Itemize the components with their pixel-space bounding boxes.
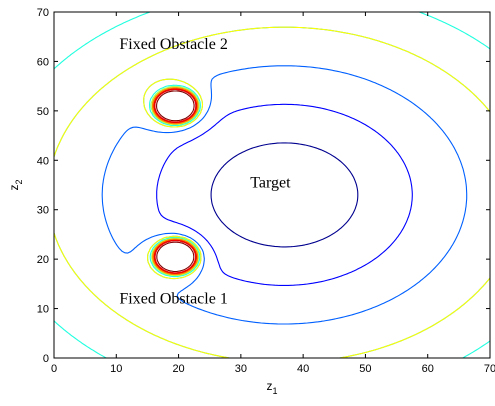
contour-level-1 (210, 142, 359, 248)
contour-level-2 (156, 103, 413, 286)
contour-obstacle-rim-4 (156, 90, 195, 273)
x-axis-label: z1 (266, 379, 277, 396)
y-tick-label: 20 (37, 254, 49, 266)
contour-obstacle-rim-2 (152, 87, 199, 276)
label-obstacle-2: Fixed Obstacle 2 (119, 36, 227, 53)
label-target: Target (250, 174, 291, 191)
plot-frame (53, 11, 491, 359)
y-tick-label: 70 (37, 7, 49, 19)
contour-level-6 (54, 12, 200, 277)
y-tick-label: 40 (37, 155, 49, 167)
x-tick-label: 30 (235, 363, 247, 375)
contour-obstacle-rim-1 (54, 26, 490, 358)
axis-ticks: 0 10 20 30 40 50 60 70 0 10 20 30 40 50 60 70 (37, 7, 495, 375)
y-tick-label: 0 (43, 353, 49, 365)
y-tick-label: 60 (37, 56, 49, 68)
y-tick-label: 30 (37, 205, 49, 217)
contour-level-5 (54, 12, 490, 358)
contour-level-3 (101, 65, 468, 325)
x-tick-label: 0 (51, 363, 57, 375)
x-tick-label: 70 (484, 363, 495, 375)
contour-obstacle-rim-3 (154, 88, 197, 274)
x-tick-label: 10 (110, 363, 122, 375)
contour-lines (54, 12, 490, 358)
y-tick-label: 10 (37, 304, 49, 316)
y-tick-label: 50 (37, 106, 49, 118)
label-obstacle-1: Fixed Obstacle 1 (119, 291, 227, 308)
x-tick-label: 20 (172, 363, 184, 375)
x-tick-label: 60 (422, 363, 434, 375)
x-tick-label: 40 (297, 363, 309, 375)
annotations: Fixed Obstacle 2 Target Fixed Obstacle 1 (119, 36, 291, 308)
x-tick-label: 50 (359, 363, 371, 375)
y-axis-label: z2 (7, 179, 24, 190)
